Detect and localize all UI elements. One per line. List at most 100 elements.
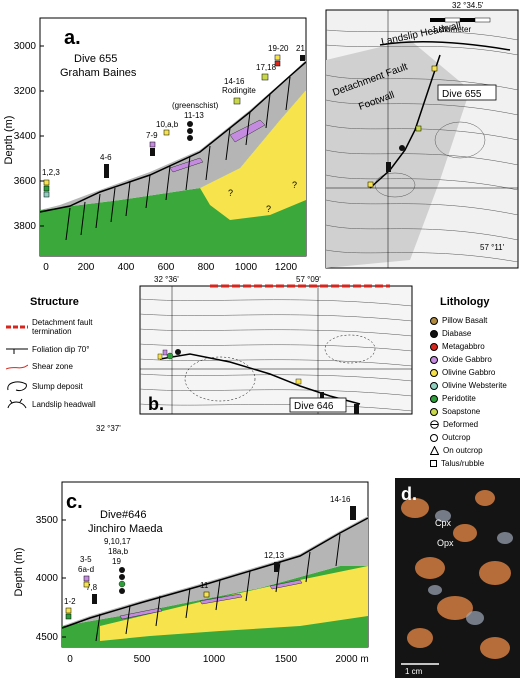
map-bottom: 32 °36' 57 °09' b. Dive 646 <box>130 274 416 420</box>
lithology-symbol <box>430 433 438 442</box>
svg-text:4000: 4000 <box>36 573 59 584</box>
svg-text:500: 500 <box>134 654 151 665</box>
lithology-symbol <box>430 446 439 455</box>
panel-a-samples: 1,2,3 4-6 7-9 10,a,b (greenschist) 11-13… <box>42 44 305 177</box>
panel-d-cpx: Cpx <box>435 518 452 528</box>
lithology-item: On outcrop <box>430 446 483 455</box>
map-top: 1 kilometer 32 °34.5' 57 °11' Landslip H… <box>320 0 524 272</box>
svg-text:18a,b: 18a,b <box>108 547 129 556</box>
svg-text:2000 m: 2000 m <box>335 654 368 665</box>
panel-a-sample-markers <box>43 54 305 198</box>
panel-a-y-ticks: 3000 3200 3400 3600 3800 <box>14 41 37 232</box>
lithology-label: Soapstone <box>442 407 481 416</box>
lithology-label: Outcrop <box>442 433 471 442</box>
svg-text:6a-d: 6a-d <box>78 565 94 574</box>
tick: 3600 <box>14 176 37 187</box>
svg-text:14-16: 14-16 <box>224 77 245 86</box>
lithology-item: Olivine Gabbro <box>430 368 495 377</box>
svg-text:11: 11 <box>200 581 209 590</box>
map-bottom-letter: b. <box>148 394 164 414</box>
svg-text:11-13: 11-13 <box>184 111 204 120</box>
svg-text:?: ? <box>266 204 271 214</box>
svg-text:(greenschist): (greenschist) <box>172 101 219 110</box>
svg-text:1000: 1000 <box>203 654 226 665</box>
lithology-label: Olivine Websterite <box>442 381 507 390</box>
map-top-lat: 32 °34.5' <box>452 1 484 10</box>
panel-c: 3500 4000 4500 0 500 1000 1500 2000 m De… <box>0 476 380 685</box>
lithology-item: Talus/rubble <box>430 459 484 468</box>
panel-c-plot: 3500 4000 4500 0 500 1000 1500 2000 m De… <box>13 481 369 665</box>
lithology-symbol <box>430 342 438 351</box>
panel-a-letter: a. <box>64 27 81 49</box>
map-bottom-svg: 32 °36' 57 °09' b. Dive 646 <box>139 275 413 415</box>
svg-text:0: 0 <box>67 654 73 665</box>
lithology-symbol <box>430 420 439 429</box>
lithology-label: Talus/rubble <box>441 459 485 468</box>
panel-d-scale: 1 cm <box>405 667 423 676</box>
lithology-label: Deformed <box>443 420 479 429</box>
panel-a-dive: Dive 655 <box>74 53 117 65</box>
panel-a: 3000 3200 3400 3600 3800 0 200 400 600 8… <box>0 0 310 280</box>
panel-c-letter: c. <box>66 491 83 513</box>
lithology-label: Diabase <box>442 329 472 338</box>
lithology-item: Deformed <box>430 420 478 429</box>
svg-text:9,10,17: 9,10,17 <box>104 537 131 546</box>
panel-d-image: d. Cpx Opx 1 cm <box>395 478 520 678</box>
panel-d-opx: Opx <box>437 538 454 548</box>
lithology-label: Metagabbro <box>442 342 485 351</box>
panel-d: d. Cpx Opx 1 cm <box>395 478 520 678</box>
panel-c-pilot: Jinchiro Maeda <box>88 523 163 535</box>
lithology-symbol <box>430 460 437 467</box>
legend-foliation: Foliation dip 70° <box>6 344 90 354</box>
panel-a-x-ticks: 0 200 400 600 800 1000 1200 <box>43 262 297 273</box>
lithology-item: Pillow Basalt <box>430 316 487 325</box>
map-top-scale <box>430 17 491 23</box>
svg-text:4-6: 4-6 <box>100 153 112 162</box>
svg-text:4500: 4500 <box>36 632 59 643</box>
panel-d-letter: d. <box>401 484 417 504</box>
lithology-label: Olivine Gabbro <box>442 368 496 377</box>
map-top-scale-label: 1 kilometer <box>432 25 471 34</box>
panel-a-y-label: Depth (m) <box>3 116 15 165</box>
lithology-item: Olivine Websterite <box>430 381 507 390</box>
svg-text:3-5: 3-5 <box>80 555 92 564</box>
lithology-symbol <box>430 329 438 338</box>
svg-text:17,18: 17,18 <box>256 63 277 72</box>
map-bottom-lat-top: 32 °36' <box>154 275 179 284</box>
structure-legend-title: Structure <box>30 296 79 308</box>
svg-text:?: ? <box>228 188 233 198</box>
lithology-symbol <box>430 407 438 416</box>
map-top-lon: 57 °11' <box>480 243 505 252</box>
svg-text:21: 21 <box>296 44 305 53</box>
svg-text:3500: 3500 <box>36 515 59 526</box>
svg-text:14-16: 14-16 <box>330 495 351 504</box>
svg-text:19: 19 <box>112 557 121 566</box>
lithology-symbol <box>430 381 438 390</box>
map-bottom-dive: Dive 646 <box>294 401 334 412</box>
map-bottom-lat-bottom: 32 °37' <box>96 424 121 433</box>
svg-text:19-20: 19-20 <box>268 44 289 53</box>
lithology-label: Pillow Basalt <box>442 316 488 325</box>
lithology-symbol <box>430 316 438 325</box>
svg-text:800: 800 <box>198 262 215 273</box>
lithology-item: Oxide Gabbro <box>430 355 492 364</box>
lithology-item: Peridotite <box>430 394 476 403</box>
svg-text:7-9: 7-9 <box>146 131 158 140</box>
lithology-symbol <box>430 355 438 364</box>
lithology-item: Soapstone <box>430 407 480 416</box>
map-bottom-lon-top: 57 °09' <box>296 275 321 284</box>
panel-a-foliation <box>65 76 291 241</box>
map-bottom-contours <box>139 298 413 412</box>
map-top-contours <box>325 29 519 263</box>
lithology-item: Diabase <box>430 329 471 338</box>
panel-a-question-marks: ? ? ? <box>228 180 297 214</box>
map-top-headwall <box>379 40 511 51</box>
panel-a-seafloor <box>39 61 307 213</box>
map-bottom-track <box>159 353 361 405</box>
tick: 3800 <box>14 221 37 232</box>
lithology-symbol <box>430 394 438 403</box>
panel-c-dive: Dive#646 <box>100 509 146 521</box>
legend-shear: Shear zone <box>6 362 73 371</box>
lithology-label: Peridotite <box>442 394 476 403</box>
tick: 3000 <box>14 41 37 52</box>
